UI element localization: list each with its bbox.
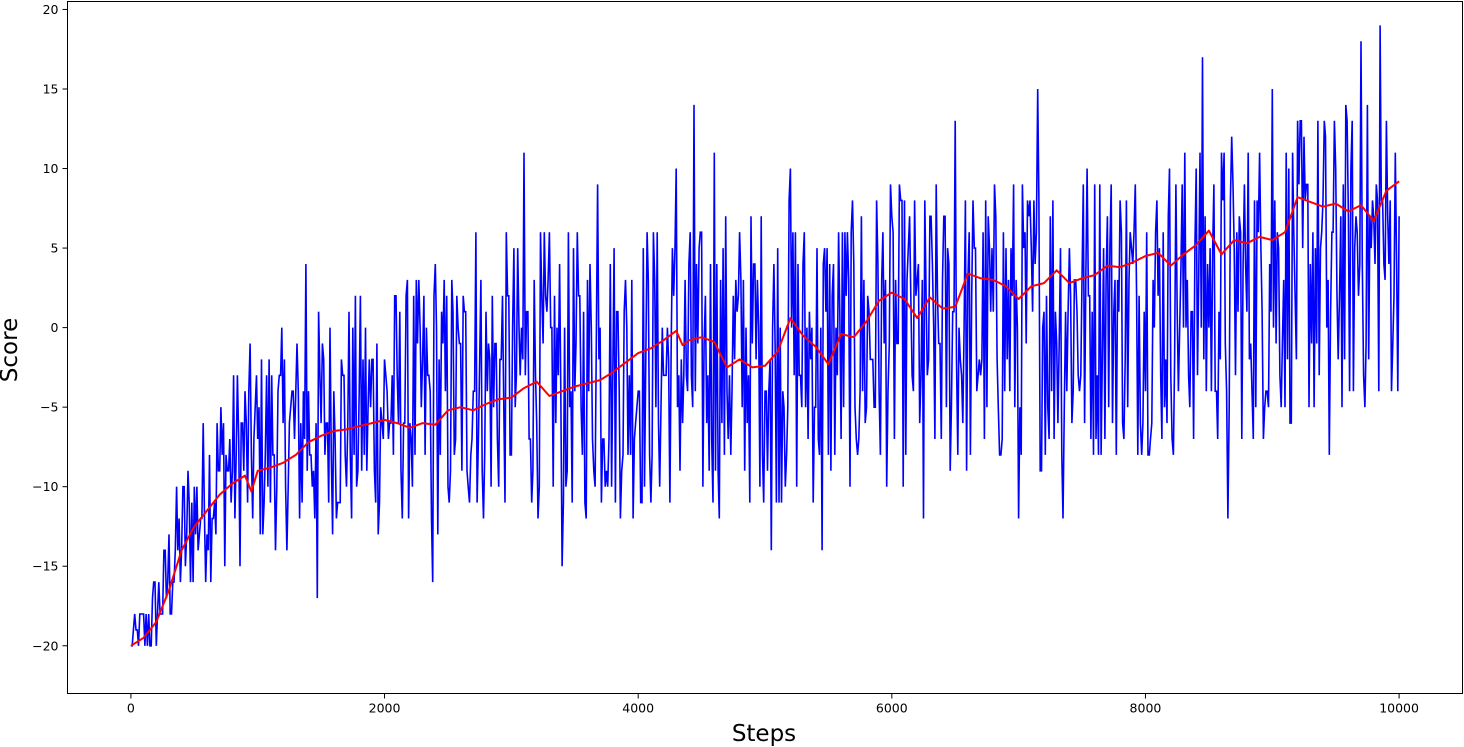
x-tick-label: 0 <box>127 701 135 716</box>
y-tick-label: −20 <box>32 638 58 653</box>
y-tick-label: 15 <box>43 81 59 96</box>
y-tick-label: −5 <box>40 400 58 415</box>
y-tick-label: 20 <box>43 2 59 17</box>
y-tick-label: −10 <box>32 479 58 494</box>
plot-frame <box>67 1 1463 694</box>
y-axis: −20 −15 −10 −5 0 5 10 15 20 <box>32 2 68 653</box>
y-tick-label: 0 <box>51 320 59 335</box>
x-tick-label: 2000 <box>369 701 401 716</box>
x-tick-label: 4000 <box>622 701 654 716</box>
x-tick-label: 10000 <box>1379 701 1419 716</box>
series-layer <box>130 25 1400 647</box>
x-axis-title: Steps <box>732 721 796 747</box>
x-tick-label: 8000 <box>1130 701 1162 716</box>
x-axis: 0 2000 4000 6000 8000 10000 <box>127 693 1419 716</box>
x-tick-label: 6000 <box>876 701 908 716</box>
raw-score-line <box>130 25 1400 647</box>
y-tick-label: 5 <box>51 241 59 256</box>
y-tick-label: −15 <box>32 559 58 574</box>
moving-average-line <box>130 180 1400 647</box>
y-tick-label: 10 <box>43 161 59 176</box>
y-axis-title: Score <box>0 318 23 382</box>
